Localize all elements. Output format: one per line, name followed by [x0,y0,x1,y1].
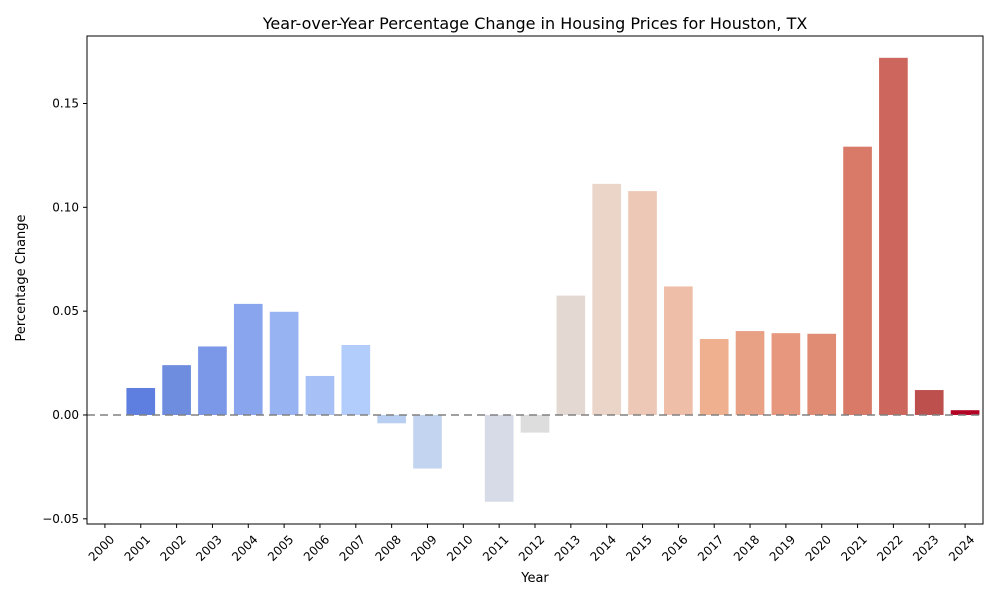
bar-2001 [126,387,156,415]
bar-2015 [628,191,657,415]
x-axis: 2000 2001 2002 2003 2004 2005 2006 2007 2008 2009… [86,524,977,564]
bar-2014 [592,183,622,415]
bars-group [126,57,980,502]
x-tick-label: 2020 [803,532,834,563]
x-tick-label: 2011 [480,532,511,563]
x-tick-label: 2013 [552,532,583,563]
bar-2009 [413,414,442,469]
bar-2022 [879,57,908,415]
x-axis-label: Year [520,571,549,586]
x-tick-label: 2016 [659,532,690,563]
y-tick-label: −0.05 [42,512,79,526]
x-tick-label: 2000 [86,532,117,563]
y-tick-label: 0.00 [52,408,79,422]
bar-2012 [520,414,550,433]
bar-2002 [162,365,191,415]
x-tick-label: 2007 [337,532,368,563]
bar-2024 [950,410,980,415]
x-tick-label: 2006 [301,532,332,563]
x-tick-label: 2015 [623,532,654,563]
bar-2011 [484,414,514,502]
bar-2003 [198,346,227,415]
bar-2018 [735,331,765,415]
x-tick-label: 2008 [372,532,403,563]
x-tick-label: 2017 [695,532,726,563]
bar-2021 [843,146,872,415]
x-tick-label: 2019 [767,532,798,563]
bar-2019 [771,333,801,415]
bar-2006 [305,375,335,415]
bar-2004 [233,303,263,415]
bar-2023 [914,390,944,415]
x-tick-label: 2012 [516,532,547,563]
x-tick-label: 2018 [731,532,762,563]
bar-2017 [699,338,729,415]
x-tick-label: 2021 [838,532,869,563]
x-tick-label: 2009 [408,532,439,563]
x-tick-label: 2014 [588,532,619,563]
x-tick-label: 2010 [444,532,475,563]
x-tick-label: 2022 [874,532,905,563]
y-tick-label: 0.15 [52,96,79,110]
x-tick-label: 2024 [946,532,977,563]
bar-2020 [807,333,837,415]
y-axis: −0.05 0.00 0.05 0.10 0.15 [42,96,87,526]
bar-2008 [377,414,406,424]
bar-2007 [341,344,371,415]
x-tick-label: 2002 [157,532,188,563]
y-axis-label: Percentage Change [14,214,29,341]
bar-2016 [664,286,693,415]
y-tick-label: 0.10 [52,200,79,214]
x-tick-label: 2001 [122,532,153,563]
x-tick-label: 2004 [229,532,260,563]
bar-2005 [269,311,299,415]
x-tick-label: 2023 [910,532,941,563]
bar-2013 [556,295,586,415]
x-tick-label: 2003 [193,532,224,563]
x-tick-label: 2005 [265,532,296,563]
chart-title: Year-over-Year Percentage Change in Hous… [262,14,808,33]
y-tick-label: 0.05 [52,304,79,318]
